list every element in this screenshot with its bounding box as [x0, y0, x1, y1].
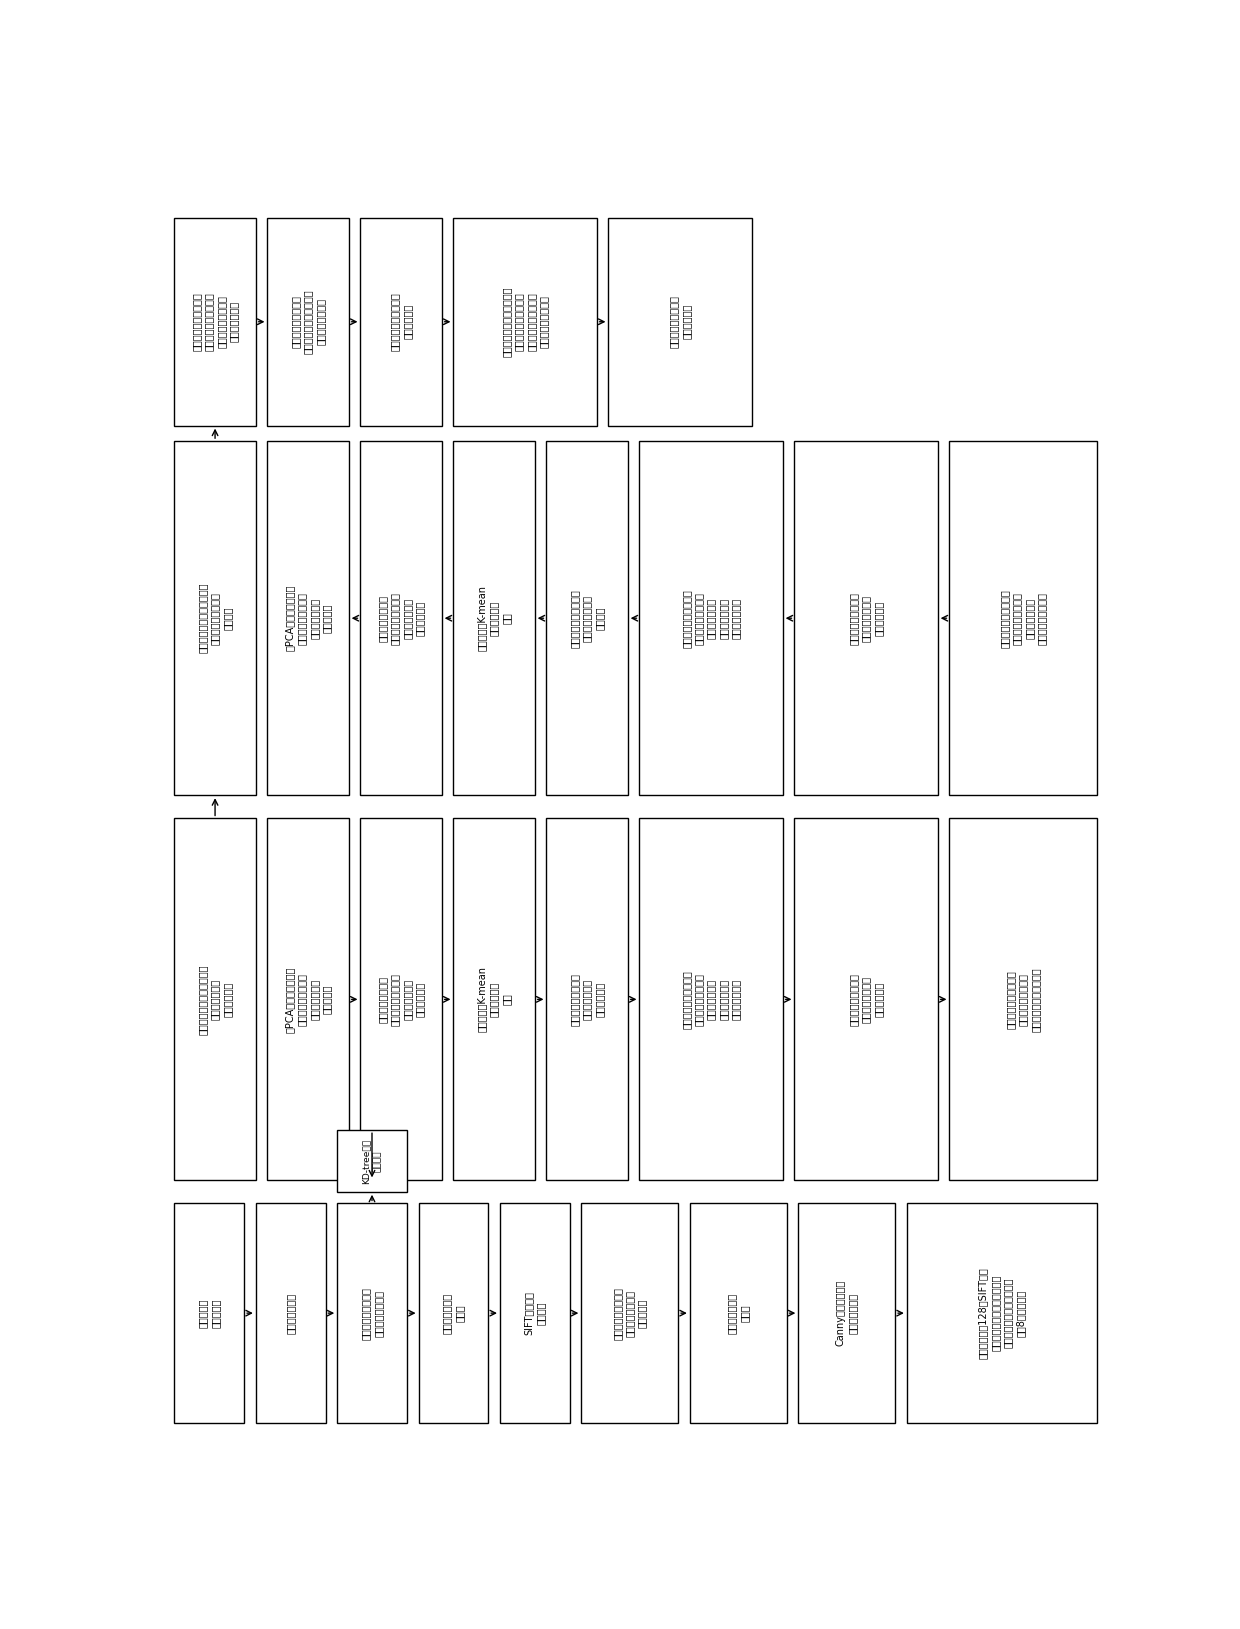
Text: 用鲁高算法去除点云
模型中密度高、曲率变化
较大的地方的噪点: 用鲁高算法去除点云 模型中密度高、曲率变化 较大的地方的噪点 [290, 290, 325, 353]
Bar [640, 818, 782, 1181]
Text: 空间层次划分方法对点
云模型进行分片，为每
个分片计算一个简化
表示的点云模型: 空间层次划分方法对点 云模型进行分片，为每 个分片计算一个简化 表示的点云模型 [191, 292, 238, 352]
Text: 黑塞矩阵求局部
主曲率: 黑塞矩阵求局部 主曲率 [727, 1292, 749, 1334]
Text: 站立拍摄一
组脚部图像: 站立拍摄一 组脚部图像 [198, 1298, 221, 1328]
Text: 将映射点用K-mean
算法进行层次
聚类: 将映射点用K-mean 算法进行层次 聚类 [476, 966, 511, 1033]
Bar [906, 1204, 1096, 1422]
Text: 图像灰度化处理: 图像灰度化处理 [285, 1292, 295, 1334]
Text: 得到后处理后的脚部
点云三维模型: 得到后处理后的脚部 点云三维模型 [668, 295, 691, 349]
Text: 得到具有精确定位、方向、
特征向量的脚部点云
三维模型: 得到具有精确定位、方向、 特征向量的脚部点云 三维模型 [197, 583, 232, 653]
Bar [268, 218, 348, 425]
Bar [175, 818, 255, 1181]
Bar [454, 218, 596, 425]
Text: 对聚类结果和曲率
进行分析，用自适应
迭代过程，得到
最优特征点集: 对聚类结果和曲率 进行分析，用自适应 迭代过程，得到 最优特征点集 [377, 973, 424, 1026]
Text: 标准化次坐标，得张
次坐标矩阵，构建
形状交互矩阵: 标准化次坐标，得张 次坐标矩阵，构建 形状交互矩阵 [848, 591, 883, 645]
Text: 多尺度检测角点提取
特征角点对应关系: 多尺度检测角点提取 特征角点对应关系 [361, 1287, 383, 1339]
Text: SIFT算法平滑
图像去噪: SIFT算法平滑 图像去噪 [523, 1292, 546, 1336]
Bar [454, 441, 534, 795]
Bar [799, 1204, 895, 1422]
Bar [640, 441, 782, 795]
Text: 将映射点用K-mean
算法进行层次
聚类: 将映射点用K-mean 算法进行层次 聚类 [476, 585, 511, 652]
Bar [795, 441, 937, 795]
Text: Canny边缘检测算法
得到特征点方向: Canny边缘检测算法 得到特征点方向 [836, 1280, 858, 1346]
Bar [500, 1204, 569, 1422]
Bar [337, 1131, 407, 1192]
Text: 用PCA主成分分析方法
的特征线，并对数据
样本进行迭选，
顺的特征点: 用PCA主成分分析方法 的特征线，并对数据 样本进行迭选， 顺的特征点 [284, 585, 331, 652]
Bar [950, 818, 1096, 1181]
Text: 计算两个形状交互矩阵
各列间之间的距离，
按照由大到小的
排序后截断点，
设置阈値截断点: 计算两个形状交互矩阵 各列间之间的距离， 按照由大到小的 排序后截断点， 设置阈… [681, 588, 740, 648]
Text: 计算两个形状交互矩阵
各列间之间的距离，
按照由大到小的
排序后截断点，
设置阈値截断点: 计算两个形状交互矩阵 各列间之间的距离， 按照由大到小的 排序后截断点， 设置阈… [681, 969, 740, 1030]
Bar [419, 1204, 489, 1422]
Bar [255, 1204, 325, 1422]
Text: 统计特征点的128维SIFT局部
特征向量，采用双线性插値法
确定描述子区域，计算每个
子点8个方向梯度: 统计特征点的128维SIFT局部 特征向量，采用双线性插値法 确定描述子区域，计… [978, 1267, 1025, 1359]
Bar [547, 818, 627, 1181]
Text: 用加权中値滤波法消除
毛刺平滑模型: 用加权中値滤波法消除 毛刺平滑模型 [389, 292, 412, 352]
Bar [337, 1204, 407, 1422]
Bar [268, 441, 348, 795]
Text: 比较特征点描述子欧氏
距离得到的候选特征
匹配对，用序次坐标表示: 比较特征点描述子欧氏 距离得到的候选特征 匹配对，用序次坐标表示 [1006, 968, 1040, 1031]
Bar [361, 818, 441, 1181]
Bar [454, 818, 534, 1181]
Bar [689, 1204, 786, 1422]
Text: 用PCA主成分分析方法
的特征线，并对数据
样本进行迭选，
顺的特征点: 用PCA主成分分析方法 的特征线，并对数据 样本进行迭选， 顺的特征点 [284, 966, 331, 1033]
Bar [609, 218, 751, 425]
Text: 计算每条边的长度均匀空间
划分，同一边界分析，
计算各条有大小的边界
坐标，完成空间填充: 计算每条边的长度均匀空间 划分，同一边界分析， 计算各条有大小的边界 坐标，完成… [501, 287, 548, 357]
Text: 标准化次坐标，得张
次坐标矩阵，构建
形状交互矩阵: 标准化次坐标，得张 次坐标矩阵，构建 形状交互矩阵 [848, 973, 883, 1026]
Bar [795, 818, 937, 1181]
Text: 对聚类结果和曲率
进行分析，用自适应
迭代过程，得到
最优特征点集: 对聚类结果和曲率 进行分析，用自适应 迭代过程，得到 最优特征点集 [377, 591, 424, 645]
Text: 构建图像分辨率
金字塔: 构建图像分辨率 金字塔 [443, 1292, 465, 1334]
Bar [950, 441, 1096, 795]
Text: 离散高斯映射法对点
云数据中每个点
进行高斯映射: 离散高斯映射法对点 云数据中每个点 进行高斯映射 [569, 973, 604, 1026]
Text: KD-tree算法
加送搜索: KD-tree算法 加送搜索 [362, 1139, 382, 1184]
Bar [175, 218, 255, 425]
Bar [361, 218, 441, 425]
Bar [268, 818, 348, 1181]
Text: 高斯核构建八度空间
完合特征点并精确
定位特征点: 高斯核构建八度空间 完合特征点并精确 定位特征点 [613, 1287, 647, 1339]
Bar [547, 441, 627, 795]
Text: 得到具有精确定位、方向、
特征向量的脚部
点云三维模型: 得到具有精确定位、方向、 特征向量的脚部 点云三维模型 [197, 964, 232, 1034]
Bar [361, 441, 441, 795]
Text: 比较特征点描述子欧氏
距离得到的候选特征
图局的候选匹配
对，用序次坐标表示: 比较特征点描述子欧氏 距离得到的候选特征 图局的候选匹配 对，用序次坐标表示 [999, 588, 1047, 648]
Text: 离散高斯映射法对点云
数据中每个点进行
高斯映射: 离散高斯映射法对点云 数据中每个点进行 高斯映射 [569, 588, 604, 648]
Bar [175, 441, 255, 795]
Bar [175, 1204, 244, 1422]
Bar [582, 1204, 678, 1422]
